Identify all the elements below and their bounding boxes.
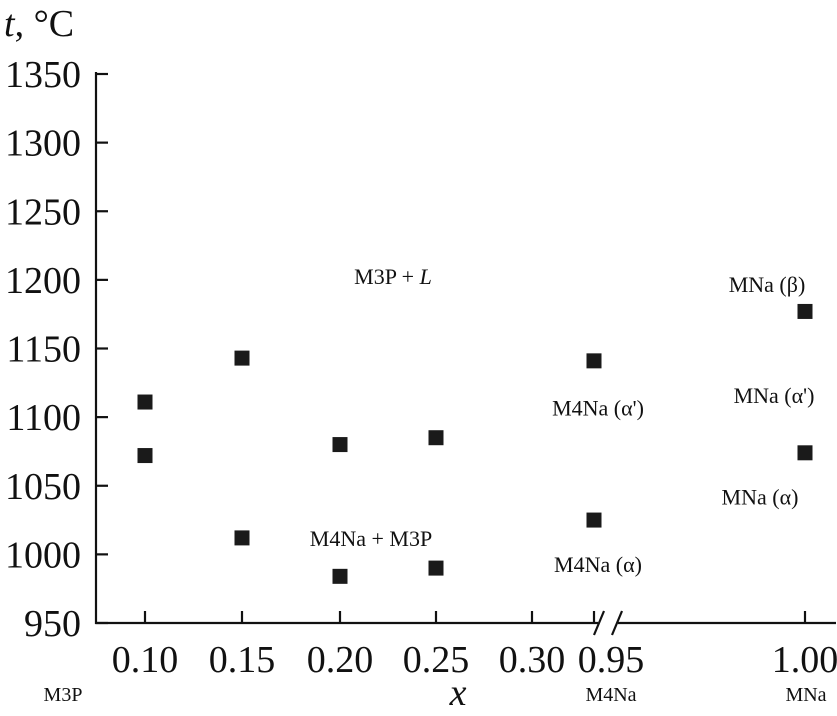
region-labels: M3P + L M4Na + M3P xyxy=(310,264,432,551)
axis-break-mark xyxy=(592,610,606,636)
x-tick-label: 0.15 xyxy=(209,639,276,681)
data-point xyxy=(332,568,348,584)
point-annotations: M4Na (α') M4Na (α) MNa (β) MNa (α') MNa (α) xyxy=(552,272,814,577)
point-annotation: M4Na (α') xyxy=(552,396,644,421)
x-tick-label: 0.30 xyxy=(499,639,566,681)
point-annotation: MNa (α) xyxy=(722,485,799,510)
x-tick-label: 0.10 xyxy=(112,639,179,681)
data-point xyxy=(428,430,444,446)
region-label: M4Na + M3P xyxy=(310,526,432,551)
axis-break-mark xyxy=(610,610,624,636)
y-tick-label: 1300 xyxy=(5,123,81,165)
point-annotation: M4Na (α) xyxy=(554,552,642,577)
data-point xyxy=(797,303,813,319)
y-tick-label: 1000 xyxy=(5,534,81,576)
y-tick-label: 1250 xyxy=(5,191,81,233)
compound-labels: M3P M4Na MNa xyxy=(44,684,827,706)
y-tick-label: 1050 xyxy=(5,466,81,508)
x-tick-label: 0.20 xyxy=(307,639,374,681)
data-point xyxy=(332,437,348,453)
compound-label: M4Na xyxy=(585,684,636,706)
data-point xyxy=(234,530,250,546)
data-point xyxy=(428,560,444,576)
y-tick-label: 1350 xyxy=(5,54,81,96)
data-points xyxy=(137,303,813,584)
y-tick-label: 950 xyxy=(24,603,81,645)
x-ticks: 0.10 0.15 0.20 0.25 0.30 0.95 1.00 xyxy=(112,611,837,681)
region-label: M3P + L xyxy=(354,264,432,289)
compound-label: M3P xyxy=(44,684,83,706)
y-tick-label: 1100 xyxy=(6,397,81,439)
x-tick-label: 1.00 xyxy=(772,639,837,681)
data-point xyxy=(137,394,153,410)
data-point xyxy=(586,353,602,369)
y-axis-variable: t xyxy=(4,3,16,45)
point-annotation: MNa (α') xyxy=(734,383,815,408)
x-tick-label: 0.25 xyxy=(403,639,470,681)
data-point xyxy=(137,448,153,464)
y-tick-label: 1150 xyxy=(6,329,81,371)
y-axis-title: t, °C xyxy=(4,3,74,45)
x-axis-label: x xyxy=(449,672,467,714)
data-point xyxy=(234,350,250,366)
y-axis-unit: , °C xyxy=(15,3,75,45)
axes xyxy=(94,72,836,636)
y-tick-label: 1200 xyxy=(5,260,81,302)
y-ticks: 950 1000 1050 1100 1150 1200 1250 1300 1350 xyxy=(5,54,108,645)
x-tick-label: 0.95 xyxy=(578,639,645,681)
data-point xyxy=(797,445,813,461)
data-point xyxy=(586,512,602,528)
point-annotation: MNa (β) xyxy=(729,272,806,297)
compound-label: MNa xyxy=(785,684,826,706)
